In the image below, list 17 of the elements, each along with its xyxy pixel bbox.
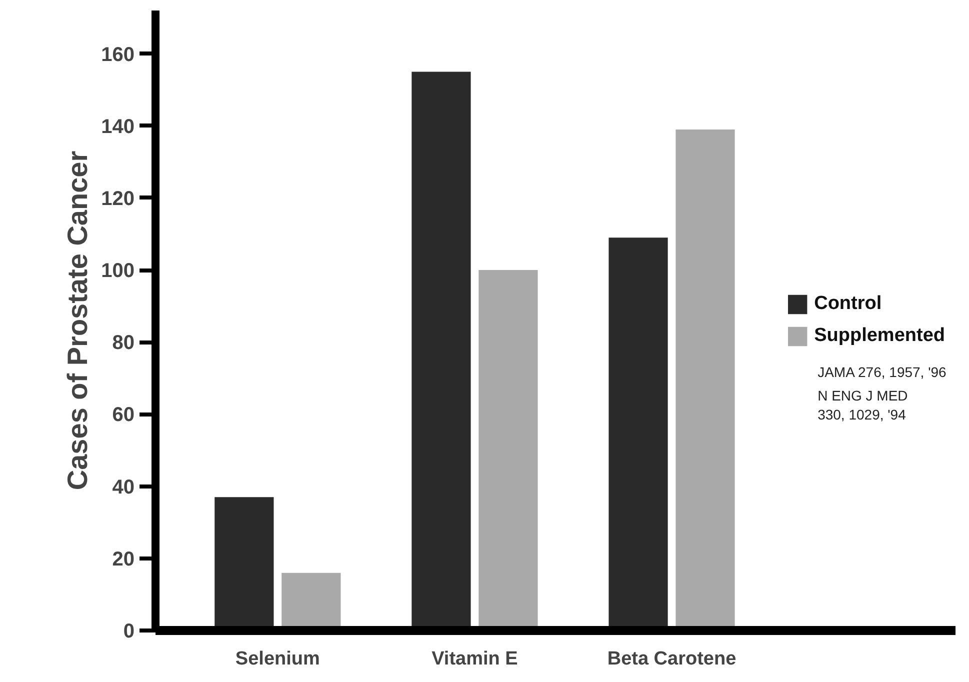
y-tick-label: 40: [112, 476, 135, 498]
text: JAMA 276, 1957, '96: [818, 364, 947, 380]
y-tick-label: 60: [112, 404, 135, 426]
y-tick-label: 120: [101, 188, 135, 210]
y-tick-label: 140: [101, 116, 135, 138]
x-tick-label: Vitamin E: [432, 648, 518, 670]
legend-label: Control: [814, 293, 882, 315]
y-axis-title: Cases of Prostate Cancer: [62, 150, 94, 490]
y-tick-label: 20: [112, 548, 135, 570]
x-tick-label: Beta Carotene: [607, 648, 736, 670]
y-tick-label: 160: [101, 44, 135, 66]
y-tick-label: 0: [123, 620, 134, 642]
y-tick-label: 80: [112, 332, 135, 354]
y-tick-label: 100: [101, 260, 135, 282]
legend-label: Supplemented: [814, 325, 945, 347]
text: N ENG J MED 330, 1029, '94: [818, 387, 908, 423]
x-tick-label: Selenium: [235, 648, 320, 670]
